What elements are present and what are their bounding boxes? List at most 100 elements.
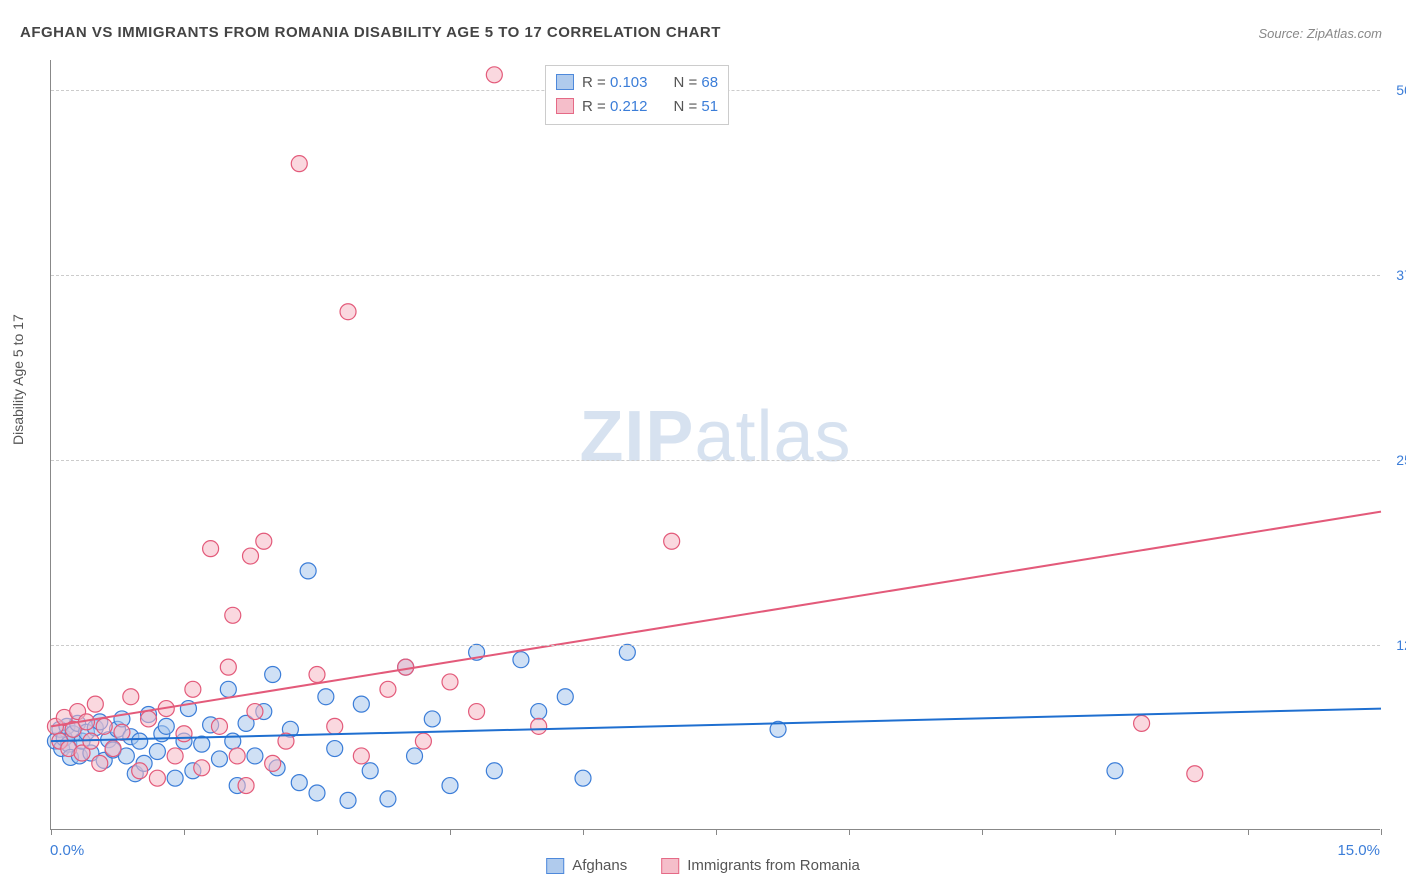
scatter-point-romania: [141, 711, 157, 727]
scatter-point-afghans: [619, 644, 635, 660]
stat-r: R = 0.212: [582, 98, 647, 115]
scatter-point-afghans: [353, 696, 369, 712]
scatter-point-afghans: [318, 689, 334, 705]
scatter-point-romania: [87, 696, 103, 712]
scatter-point-romania: [225, 607, 241, 623]
trend-line-romania: [51, 512, 1381, 727]
scatter-point-afghans: [220, 681, 236, 697]
scatter-point-afghans: [557, 689, 573, 705]
y-axis-title: Disability Age 5 to 17: [10, 314, 26, 445]
legend-swatch-icon: [546, 858, 564, 874]
scatter-point-romania: [353, 748, 369, 764]
scatter-point-afghans: [158, 718, 174, 734]
y-tick-label: 12.5%: [1396, 637, 1406, 653]
scatter-point-romania: [185, 681, 201, 697]
bottom-legend: Afghans Immigrants from Romania: [546, 857, 860, 874]
gridline: [51, 460, 1380, 461]
scatter-point-afghans: [291, 775, 307, 791]
scatter-point-afghans: [513, 652, 529, 668]
y-tick-label: 25.0%: [1396, 452, 1406, 468]
scatter-point-romania: [265, 755, 281, 771]
y-tick-label: 37.5%: [1396, 267, 1406, 283]
scatter-point-afghans: [486, 763, 502, 779]
legend-swatch-icon: [556, 74, 574, 90]
scatter-point-afghans: [167, 770, 183, 786]
scatter-point-afghans: [300, 563, 316, 579]
scatter-point-afghans: [132, 733, 148, 749]
plot-area: ZIPatlas 12.5%25.0%37.5%50.0%: [50, 60, 1380, 830]
x-tick: [849, 829, 850, 835]
scatter-point-romania: [167, 748, 183, 764]
scatter-point-romania: [486, 67, 502, 83]
scatter-point-romania: [398, 659, 414, 675]
x-tick: [450, 829, 451, 835]
stat-legend-row: R = 0.212N = 51: [556, 94, 718, 118]
scatter-point-romania: [340, 304, 356, 320]
scatter-point-afghans: [225, 733, 241, 749]
scatter-point-romania: [105, 741, 121, 757]
scatter-point-romania: [1187, 766, 1203, 782]
scatter-point-romania: [415, 733, 431, 749]
scatter-point-afghans: [340, 792, 356, 808]
x-tick: [716, 829, 717, 835]
correlation-chart: AFGHAN VS IMMIGRANTS FROM ROMANIA DISABI…: [0, 0, 1406, 892]
gridline: [51, 645, 1380, 646]
scatter-point-romania: [380, 681, 396, 697]
x-tick: [184, 829, 185, 835]
chart-title: AFGHAN VS IMMIGRANTS FROM ROMANIA DISABI…: [20, 24, 721, 41]
scatter-point-romania: [132, 763, 148, 779]
scatter-point-afghans: [149, 744, 165, 760]
scatter-point-romania: [243, 548, 259, 564]
bottom-legend-item: Immigrants from Romania: [661, 857, 860, 874]
scatter-point-romania: [1134, 715, 1150, 731]
scatter-point-romania: [238, 778, 254, 794]
x-tick: [583, 829, 584, 835]
scatter-point-afghans: [211, 751, 227, 767]
scatter-point-romania: [664, 533, 680, 549]
x-origin-label: 0.0%: [50, 842, 84, 859]
x-tick: [1381, 829, 1382, 835]
scatter-point-afghans: [247, 748, 263, 764]
scatter-point-romania: [220, 659, 236, 675]
scatter-point-romania: [469, 704, 485, 720]
scatter-point-romania: [203, 541, 219, 557]
scatter-point-romania: [149, 770, 165, 786]
scatter-point-afghans: [407, 748, 423, 764]
x-tick: [317, 829, 318, 835]
scatter-point-romania: [92, 755, 108, 771]
plot-svg: [51, 60, 1380, 829]
x-tick: [1115, 829, 1116, 835]
scatter-point-romania: [247, 704, 263, 720]
legend-swatch-icon: [556, 98, 574, 114]
stat-legend: R = 0.103 N = 68 R = 0.212N = 51: [545, 65, 729, 125]
scatter-point-afghans: [424, 711, 440, 727]
scatter-point-romania: [531, 718, 547, 734]
x-tick: [982, 829, 983, 835]
source-attribution: Source: ZipAtlas.com: [1258, 26, 1382, 41]
gridline: [51, 275, 1380, 276]
legend-label: Afghans: [572, 857, 627, 874]
scatter-point-afghans: [442, 778, 458, 794]
scatter-point-romania: [114, 724, 130, 740]
bottom-legend-item: Afghans: [546, 857, 627, 874]
scatter-point-romania: [96, 718, 112, 734]
scatter-point-afghans: [327, 741, 343, 757]
stat-r: R = 0.103: [582, 74, 647, 91]
scatter-point-afghans: [380, 791, 396, 807]
y-tick-label: 50.0%: [1396, 82, 1406, 98]
scatter-point-afghans: [575, 770, 591, 786]
scatter-point-romania: [291, 156, 307, 172]
scatter-point-afghans: [309, 785, 325, 801]
x-tick: [51, 829, 52, 835]
scatter-point-romania: [309, 667, 325, 683]
scatter-point-afghans: [265, 667, 281, 683]
stat-legend-row: R = 0.103 N = 68: [556, 70, 718, 94]
scatter-point-romania: [123, 689, 139, 705]
stat-n: N = 68: [673, 74, 718, 91]
scatter-point-romania: [256, 533, 272, 549]
scatter-point-romania: [327, 718, 343, 734]
legend-label: Immigrants from Romania: [687, 857, 860, 874]
scatter-point-romania: [211, 718, 227, 734]
scatter-point-afghans: [1107, 763, 1123, 779]
scatter-point-afghans: [531, 704, 547, 720]
